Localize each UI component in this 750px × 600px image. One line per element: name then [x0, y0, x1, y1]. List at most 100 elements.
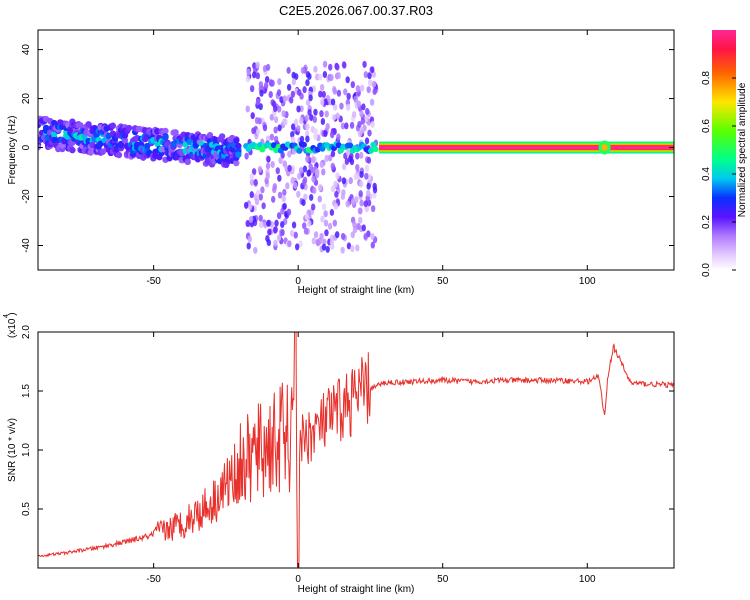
heatmap-cell	[332, 103, 338, 111]
heatmap-cell	[305, 135, 310, 143]
heatmap-cell	[347, 155, 353, 163]
heatmap-cell	[184, 158, 191, 166]
heatmap-cell	[371, 80, 377, 88]
snr-ytick-label: 1.5	[21, 384, 32, 398]
heatmap-cell	[343, 88, 348, 96]
heatmap-cell	[259, 221, 264, 229]
spectrogram-ytick-label: -20	[21, 189, 32, 204]
heatmap-cell	[329, 208, 335, 216]
heatmap-cell	[340, 122, 346, 130]
heatmap-cell	[243, 201, 249, 209]
snr-series-line	[38, 332, 674, 568]
heatmap-cell	[313, 65, 318, 73]
heatmap-cell	[263, 81, 269, 89]
heatmap-cell	[355, 244, 360, 252]
heatmap-cell	[322, 71, 328, 79]
heatmap-cell	[266, 219, 271, 227]
heatmap-cell	[279, 96, 284, 104]
heatmap-cell	[296, 190, 301, 198]
heatmap-cell	[313, 128, 319, 136]
heatmap-cell	[281, 195, 286, 203]
snr-scale-exponent: 4	[3, 314, 10, 318]
heatmap-cell	[350, 245, 355, 253]
heatmap-cell	[273, 116, 279, 124]
heatmap-cell	[270, 195, 276, 203]
heatmap-cell	[305, 99, 311, 107]
heatmap-cell	[290, 176, 296, 184]
heatmap-cell	[273, 239, 278, 247]
heatmap-cell	[296, 105, 301, 113]
heatmap-cell	[282, 202, 287, 210]
snr-xlabel: Height of straight line (km)	[298, 584, 415, 595]
heatmap-cell	[360, 126, 365, 134]
heatmap-cell	[366, 182, 371, 190]
colorbar-tick-label: 0.2	[701, 215, 712, 229]
heatmap-cell	[162, 134, 169, 141]
heatmap-cell	[302, 86, 307, 94]
heatmap-cell	[290, 90, 296, 98]
heatmap-cell	[356, 223, 361, 231]
snr-xtick-label: 0	[295, 574, 301, 585]
heatmap-cell	[324, 110, 329, 118]
heatmap-cell	[247, 203, 253, 211]
heatmap-cell	[354, 196, 359, 204]
heatmap-cell	[258, 214, 263, 222]
heatmap-cell	[269, 113, 275, 121]
heatmap-cell	[291, 221, 297, 229]
heatmap-cell	[328, 63, 333, 71]
heatmap-cell	[315, 168, 320, 176]
heatmap-cell	[257, 142, 264, 149]
heatmap-cell	[300, 141, 307, 148]
heatmap-cell	[332, 87, 338, 95]
snr-xtick-label: -50	[146, 574, 161, 585]
heatmap-cell	[251, 71, 257, 79]
heatmap-cell	[308, 94, 313, 102]
colorbar-tick-label: 0.6	[701, 119, 712, 133]
heatmap-cell	[358, 207, 363, 215]
snr-xtick-label: 100	[579, 574, 596, 585]
snr-ylabel: SNR (10 * v/v)	[7, 418, 18, 482]
heatmap-cell	[323, 210, 328, 218]
heatmap-cell	[293, 73, 299, 81]
colorbar-ticks: 0.0 0.2 0.4 0.6 0.8	[701, 71, 736, 277]
spectrogram-ylabel: Frequency (Hz)	[7, 116, 18, 185]
colorbar-tick-label: 0.8	[701, 71, 712, 85]
heatmap-cell	[345, 200, 350, 208]
heatmap-cell	[69, 146, 76, 154]
heatmap-cell	[355, 164, 360, 172]
heatmap-cell	[290, 131, 295, 139]
heatmap-cell	[298, 240, 303, 248]
heatmap-cell	[115, 151, 123, 159]
heatmap-cell	[289, 229, 295, 237]
heatmap-cell	[318, 90, 323, 98]
heatmap-cell	[350, 231, 356, 239]
heatmap-cell	[601, 144, 608, 152]
heatmap-cell	[330, 98, 336, 106]
heatmap-cell	[367, 72, 372, 80]
heatmap-cell	[329, 74, 334, 82]
heatmap-cell	[162, 127, 169, 135]
heatmap-cell	[344, 122, 349, 130]
heatmap-cell	[77, 122, 84, 129]
heatmap-cell	[286, 83, 292, 91]
heatmap-cell	[365, 189, 371, 197]
heatmap-cell	[369, 98, 375, 106]
heatmap-cell	[307, 72, 312, 80]
spectrogram-xtick-label: 0	[295, 276, 301, 287]
heatmap-cell	[264, 75, 270, 83]
heatmap-cell	[255, 61, 260, 69]
heatmap-cell	[364, 115, 369, 123]
heatmap-cell	[339, 102, 344, 110]
heatmap-cell	[233, 159, 240, 167]
heatmap-cell	[357, 121, 362, 129]
heatmap-cell	[280, 221, 285, 229]
heatmap-cell	[353, 95, 358, 103]
heatmap-cell	[331, 113, 337, 121]
heatmap-cell	[325, 245, 330, 253]
heatmap-cell	[265, 63, 271, 71]
heatmap-cell	[366, 156, 372, 164]
heatmap-cell	[346, 242, 352, 250]
heatmap-cell	[334, 231, 340, 239]
heatmap-cell	[253, 178, 258, 186]
